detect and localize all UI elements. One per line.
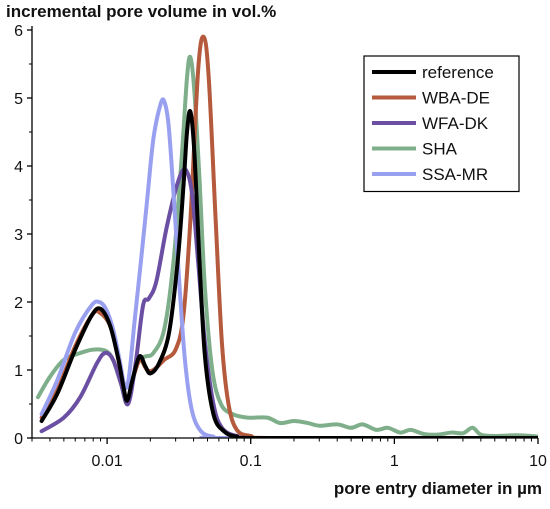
series-line-wfa-dk [39,167,538,438]
y-tick-label: 3 [14,227,23,244]
x-tick-label: 0.1 [240,453,262,470]
y-tick-label: 2 [14,295,23,312]
legend-label-wba-de: WBA-DE [422,89,490,108]
legend-label-sha: SHA [422,140,458,159]
y-axis-label: incremental pore volume in vol.% [6,2,277,21]
series-line-reference [39,108,538,438]
x-tick-label: 0.01 [92,453,123,470]
y-tick-label: 4 [14,159,23,176]
y-tick-label: 0 [14,431,23,448]
y-tick-label: 6 [14,23,23,40]
x-tick-label: 1 [390,453,399,470]
legend-label-wfa-dk: WFA-DK [422,114,489,133]
x-tick-label: 10 [529,453,547,470]
series-line-ssa-mr [39,97,538,438]
series-layer [35,34,538,438]
axes-layer: 0 1 2 3 4 5 6 0.01 0.1 1 10 [14,23,547,470]
y-tick-label: 5 [14,91,23,108]
x-axis-label: pore entry diameter in µm [333,479,542,498]
legend-label-ssa-mr: SSA-MR [422,165,488,184]
legend-label-reference: reference [422,63,494,82]
legend: reference WBA-DE WFA-DK SHA SSA-MR [363,55,520,193]
y-tick-label: 1 [14,363,23,380]
